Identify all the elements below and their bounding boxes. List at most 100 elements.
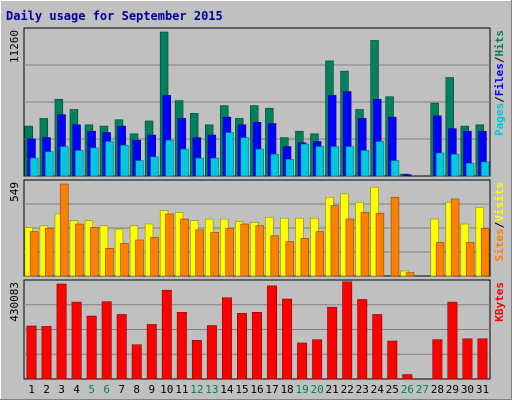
x-tick-label: 4 (73, 383, 80, 396)
bar-sites-day-15 (240, 223, 249, 277)
x-tick-label: 31 (476, 383, 489, 396)
x-tick-label: 30 (461, 383, 474, 396)
bar-pages-day-7 (120, 145, 129, 177)
panels: 11260Pages/Files/Hits549Sites/Visits4300… (8, 27, 506, 380)
bar-pages-day-3 (60, 146, 69, 177)
bar-kbytes-day-15 (237, 313, 247, 380)
bar-kbytes-day-23 (357, 299, 368, 380)
bar-kbytes-day-6 (101, 301, 112, 380)
bar-kbytes-day-26 (402, 374, 413, 380)
bar-sites-day-8 (135, 239, 144, 277)
bar-kbytes-day-31 (477, 338, 488, 380)
legend-label: Hits (493, 30, 506, 57)
legend-kbytes: KBytes (493, 282, 506, 322)
x-tick-label: 1 (28, 383, 35, 396)
x-tick-label: 13 (205, 383, 218, 396)
bar-sites-day-26 (405, 272, 415, 277)
bar-kbytes-day-21 (327, 306, 338, 380)
bar-sites-day-16 (255, 225, 264, 277)
x-tick-label: 29 (446, 383, 459, 396)
x-axis-labels: 1 2 3 4 5 6 7 8 9 10 11 12 13 14 15 16 17 18 19 20 21 22 23 24 2… (28, 383, 489, 396)
bar-sites-day-22 (345, 218, 355, 277)
panel-visits-sites: 549 Sites/Visits (8, 179, 506, 277)
bar-kbytes-day-16 (252, 311, 262, 380)
x-tick-label: 10 (160, 383, 173, 396)
bar-sites-day-18 (285, 241, 294, 277)
x-tick-label: 19 (295, 383, 308, 396)
bar-kbytes-day-14 (221, 297, 232, 380)
bar-sites-day-5 (90, 227, 99, 277)
y-max-label: 11260 (8, 30, 21, 63)
bar-sites-day-2 (45, 227, 54, 277)
bar-pages-day-9 (150, 156, 159, 177)
bar-sites-day-13 (210, 232, 219, 277)
legend-separator: / (493, 221, 506, 228)
legend-label: Sites (493, 228, 506, 261)
x-tick-label: 22 (341, 383, 354, 396)
x-tick-label: 24 (371, 383, 385, 396)
bar-pages-day-23 (360, 150, 370, 177)
bar-sites-day-9 (150, 237, 159, 277)
x-tick-label: 28 (431, 383, 444, 396)
x-tick-label: 5 (88, 383, 95, 396)
bar-sites-day-6 (105, 248, 114, 277)
x-tick-label: 3 (58, 383, 65, 396)
bar-kbytes-day-9 (146, 324, 157, 380)
bar-kbytes-day-28 (432, 339, 443, 380)
x-tick-label: 12 (190, 383, 203, 396)
x-tick-label: 18 (280, 383, 293, 396)
panel-kbytes: 430083 KBytes (8, 279, 506, 380)
legend-separator: / (493, 56, 506, 63)
bar-pages-day-2 (45, 151, 54, 177)
bar-pages-day-22 (345, 146, 355, 177)
x-tick-label: 11 (175, 383, 188, 396)
bar-pages-day-5 (90, 147, 99, 177)
bar-kbytes-day-13 (206, 325, 217, 380)
x-tick-label: 9 (148, 383, 155, 396)
bar-kbytes-day-5 (86, 315, 97, 380)
bar-kbytes-day-19 (297, 342, 308, 380)
legend-hits-files-pages: Pages/Files/Hits (493, 30, 506, 136)
bar-kbytes-day-17 (267, 285, 277, 380)
bar-kbytes-day-4 (71, 301, 82, 380)
legend-visits-sites: Sites/Visits (493, 182, 506, 262)
x-tick-label: 7 (118, 383, 125, 396)
bar-kbytes-day-7 (116, 314, 127, 380)
bar-kbytes-day-22 (342, 281, 353, 380)
legend-label: KBytes (493, 282, 506, 322)
bar-sites-day-4 (75, 223, 84, 277)
bar-pages-day-18 (285, 159, 294, 177)
x-tick-label: 27 (416, 383, 429, 396)
bar-kbytes-day-24 (372, 314, 383, 380)
bar-pages-day-15 (240, 137, 249, 177)
bar-kbytes-day-3 (56, 283, 67, 380)
bar-sites-day-1 (30, 231, 39, 277)
bar-pages-day-12 (195, 157, 204, 177)
bar-pages-day-28 (435, 152, 445, 177)
bar-sites-day-30 (465, 242, 475, 277)
x-tick-label: 23 (356, 383, 369, 396)
bar-sites-day-11 (180, 218, 189, 277)
chart-title: Daily usage for September 2015 (6, 9, 223, 23)
bar-sites-day-24 (375, 212, 385, 277)
bar-pages-day-1 (30, 157, 39, 177)
bar-sites-day-28 (435, 242, 445, 277)
bar-sites-day-7 (120, 243, 129, 277)
legend-label: Files (493, 63, 506, 96)
bar-kbytes-day-8 (131, 344, 142, 380)
x-tick-label: 26 (401, 383, 414, 396)
bar-pages-day-20 (315, 146, 325, 177)
bar-pages-day-8 (135, 160, 144, 177)
bar-pages-day-14 (225, 132, 234, 177)
bar-kbytes-day-20 (312, 339, 323, 380)
bar-sites-day-12 (195, 229, 204, 277)
legend-label: Visits (493, 182, 506, 222)
bar-kbytes-day-2 (41, 326, 52, 380)
y-max-label: 549 (8, 182, 21, 202)
bar-sites-day-3 (60, 183, 69, 277)
bar-sites-day-29 (450, 198, 460, 277)
bar-sites-day-17 (270, 235, 279, 277)
bar-kbytes-day-12 (191, 340, 202, 380)
x-tick-label: 25 (386, 383, 399, 396)
